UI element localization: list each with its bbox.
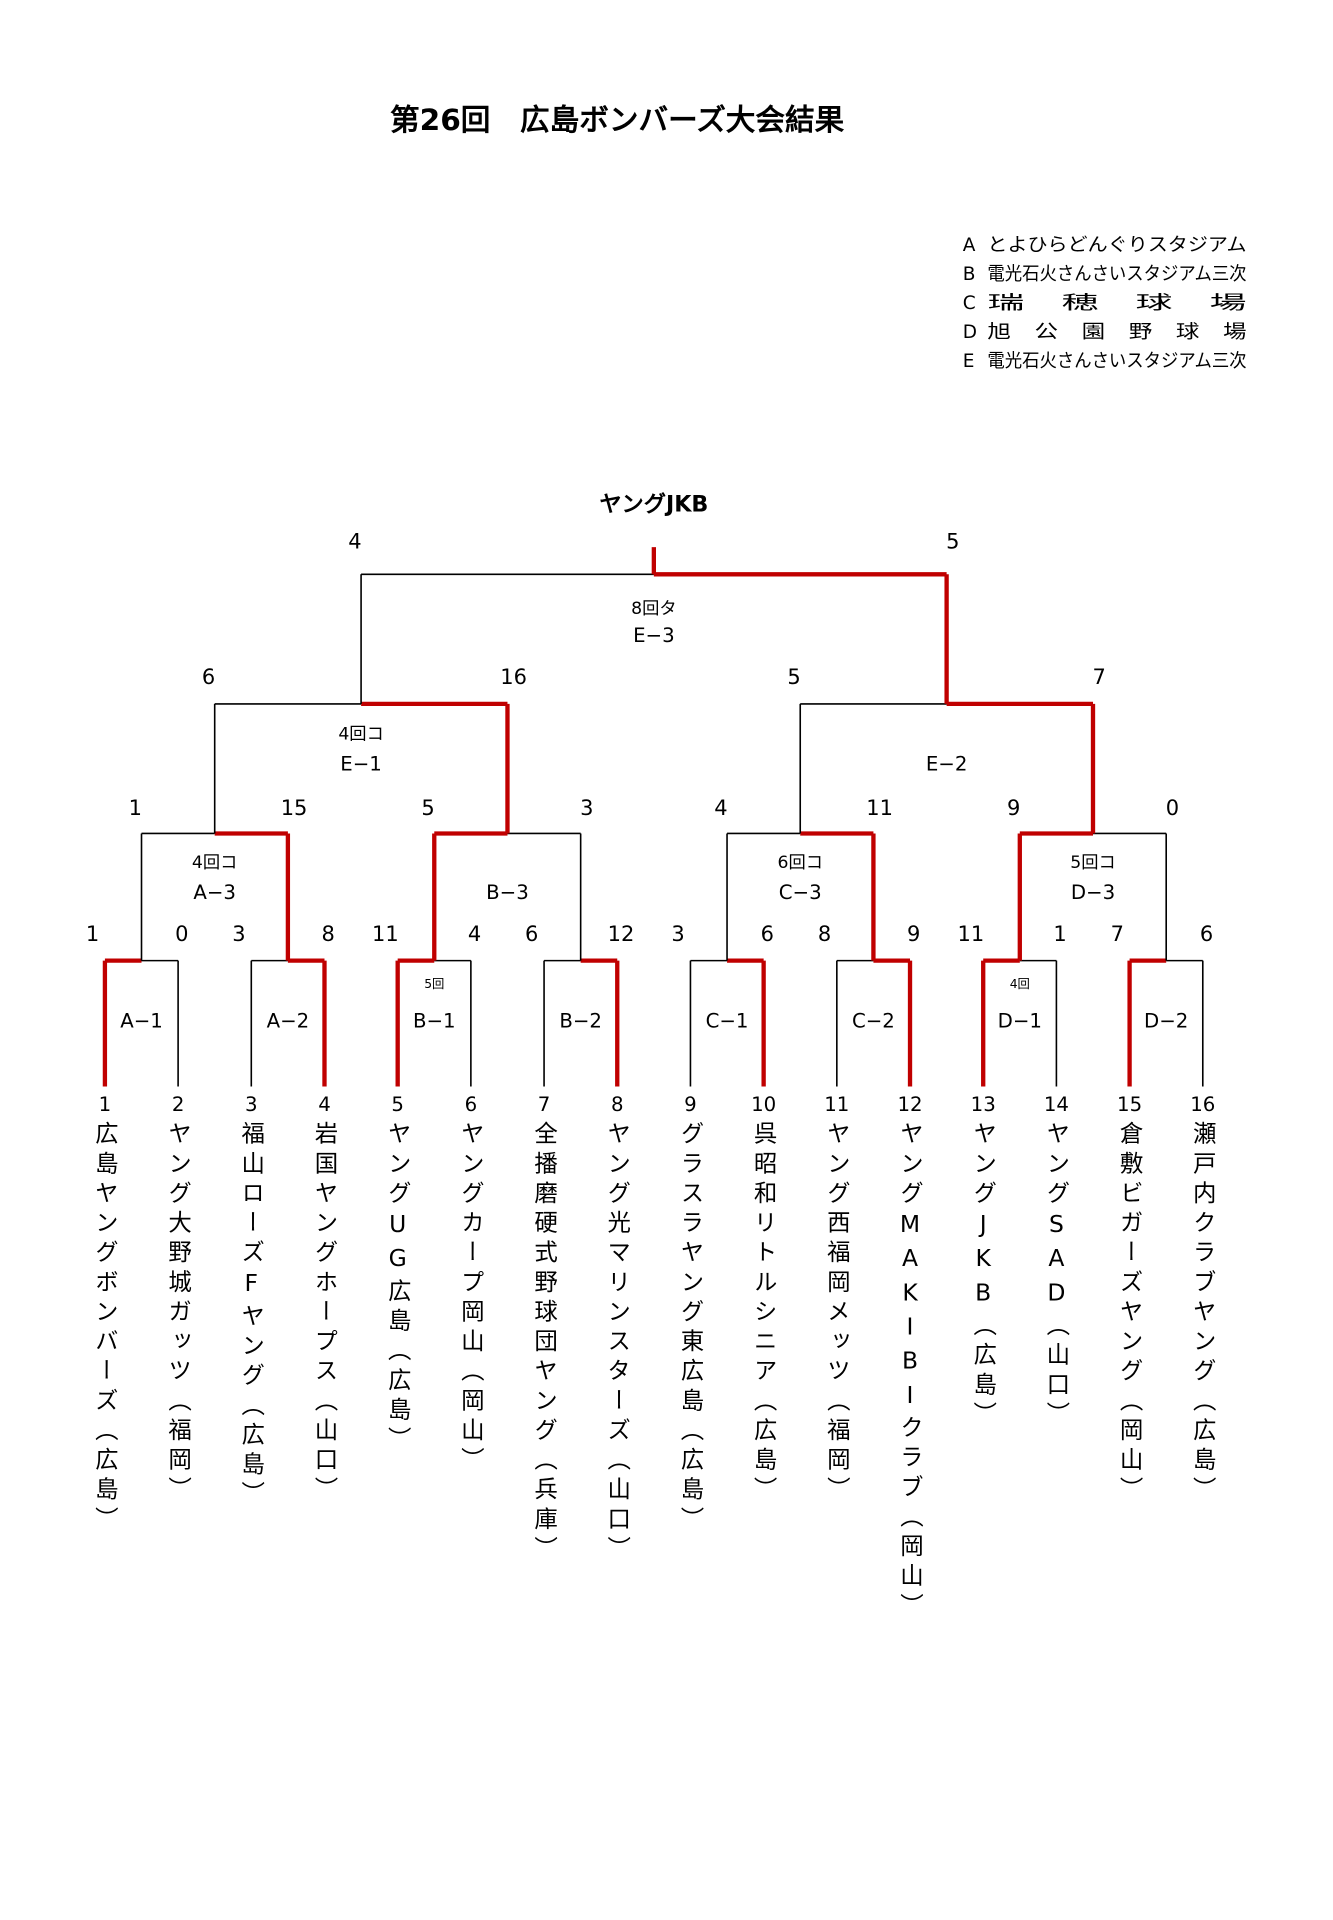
score: 15 — [281, 796, 308, 820]
legend-key: E — [963, 351, 975, 372]
match-label: A−1 — [120, 1009, 163, 1032]
team-name: ヤングJKB（広島） — [969, 1121, 997, 1431]
score: 1 — [129, 796, 142, 820]
score: 6 — [761, 922, 774, 946]
match-label: B−1 — [413, 1009, 456, 1032]
legend-key: C — [963, 293, 976, 314]
legend-key: B — [963, 264, 976, 285]
team-no: 6 — [465, 1093, 478, 1116]
score: 8 — [322, 922, 335, 946]
team-name: 岩国ヤングホープス（山口） — [310, 1121, 338, 1506]
team-name: グラスラヤング東広島（広島） — [676, 1121, 704, 1536]
legend-key: D — [963, 322, 977, 343]
match-label: D−1 — [998, 1009, 1042, 1032]
team-name: 瀬戸内クラブヤング（広島） — [1189, 1121, 1217, 1506]
match-note: 5回 — [424, 977, 444, 991]
score: 11 — [866, 796, 893, 820]
team-no: 9 — [684, 1093, 697, 1116]
score: 6 — [525, 922, 538, 946]
team-name: 全播磨硬式野球団ヤング（兵庫） — [530, 1121, 558, 1566]
team-no: 14 — [1044, 1093, 1069, 1116]
score: 11 — [958, 922, 985, 946]
score: 4 — [714, 796, 727, 820]
match-label: E−3 — [633, 624, 675, 647]
score: 3 — [232, 922, 245, 946]
team-name: ヤングMAKIBIクラブ（岡山） — [896, 1121, 924, 1622]
champion: ヤングJKB — [599, 490, 708, 517]
score: 4 — [348, 529, 361, 553]
team-no: 16 — [1190, 1093, 1215, 1116]
score: 4 — [468, 922, 481, 946]
score: 11 — [372, 922, 399, 946]
team-name: ヤング光マリンスターズ（山口） — [603, 1121, 631, 1565]
score: 1 — [1053, 922, 1066, 946]
team-name: ヤングカープ岡山（岡山） — [457, 1121, 485, 1476]
legend-name: とよひらどんぐりスタジアム — [987, 235, 1246, 256]
score: 12 — [608, 922, 635, 946]
legend-name: 瑞 穂 球 場 — [987, 293, 1246, 314]
score: 6 — [202, 665, 215, 689]
match-note: 4回コ — [338, 725, 384, 745]
match-note: 4回 — [1010, 977, 1030, 991]
match-note: 6回コ — [777, 853, 823, 873]
score: 9 — [907, 922, 920, 946]
team-no: 7 — [538, 1093, 551, 1116]
team-no: 1 — [99, 1093, 112, 1116]
match-label: C−3 — [779, 881, 822, 904]
score: 1 — [86, 922, 99, 946]
match-label: E−1 — [340, 753, 382, 776]
team-no: 5 — [391, 1093, 404, 1116]
score: 3 — [671, 922, 684, 946]
team-name: ヤングSAD（山口） — [1042, 1121, 1070, 1431]
score: 5 — [421, 796, 434, 820]
team-name: 倉敷ビガーズヤング（岡山） — [1116, 1121, 1144, 1506]
team-name: 広島ヤングボンバーズ（広島） — [91, 1121, 119, 1536]
score: 9 — [1007, 796, 1020, 820]
team-no: 13 — [971, 1093, 996, 1116]
title: 第26回 広島ボンバーズ大会結果 — [390, 103, 845, 137]
score: 5 — [946, 529, 959, 553]
match-label: A−2 — [267, 1009, 310, 1032]
match-label: B−3 — [486, 881, 529, 904]
team-no: 11 — [824, 1093, 849, 1116]
score: 0 — [1166, 796, 1179, 820]
team-name: 呉昭和リトルシニア（広島） — [750, 1121, 778, 1506]
match-label: E−2 — [926, 753, 968, 776]
match-note: 4回コ — [192, 853, 238, 873]
match-label: B−2 — [559, 1009, 602, 1032]
match-label: C−2 — [852, 1009, 895, 1032]
team-no: 12 — [897, 1093, 922, 1116]
team-no: 2 — [172, 1093, 185, 1116]
score: 16 — [500, 665, 527, 689]
score: 7 — [1092, 665, 1105, 689]
match-label: D−3 — [1071, 881, 1115, 904]
team-no: 10 — [751, 1093, 776, 1116]
match-note: 5回コ — [1070, 853, 1116, 873]
match-label: A−3 — [193, 881, 236, 904]
team-no: 3 — [245, 1093, 258, 1116]
match-note: 8回タ — [631, 599, 677, 619]
score: 3 — [580, 796, 593, 820]
legend-key: A — [963, 235, 976, 256]
team-name: ヤングUG広島（広島） — [384, 1121, 412, 1456]
team-no: 15 — [1117, 1093, 1142, 1116]
team-name: ヤング大野城ガッツ（福岡） — [164, 1121, 192, 1506]
team-no: 4 — [318, 1093, 331, 1116]
score: 8 — [818, 922, 831, 946]
match-label: C−1 — [706, 1009, 749, 1032]
score: 7 — [1111, 922, 1124, 946]
match-label: D−2 — [1144, 1009, 1188, 1032]
legend-name: 電光石火さんさいスタジアム三次 — [987, 264, 1246, 285]
legend-name: 電光石火さんさいスタジアム三次 — [987, 351, 1246, 372]
team-name: ヤング西福岡メッツ（福岡） — [823, 1121, 851, 1506]
team-no: 8 — [611, 1093, 624, 1116]
score: 5 — [787, 665, 800, 689]
team-name: 福山ローズFヤング（広島） — [237, 1121, 265, 1511]
score: 0 — [175, 922, 188, 946]
score: 6 — [1200, 922, 1213, 946]
legend-name: 旭 公 園 野 球 場 — [987, 322, 1246, 343]
